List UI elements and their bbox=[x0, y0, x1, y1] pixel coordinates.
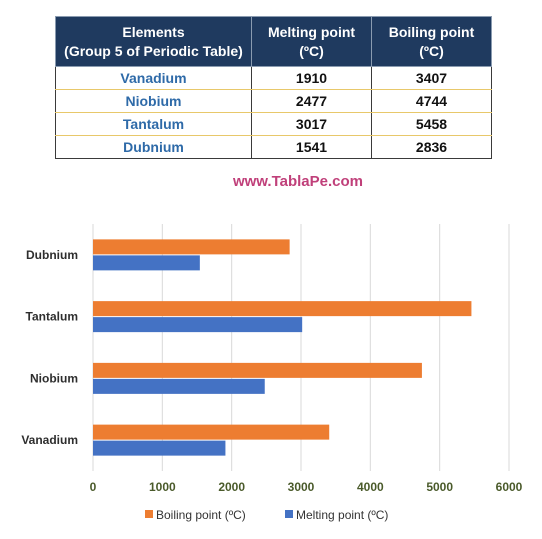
header-elements-line1: Elements bbox=[58, 23, 249, 42]
x-tick-label: 1000 bbox=[149, 480, 176, 494]
header-boiling-point: Boiling point (ºC) bbox=[372, 17, 492, 67]
header-elements-line2: (Group 5 of Periodic Table) bbox=[58, 42, 249, 61]
table-header-row: Elements (Group 5 of Periodic Table) Mel… bbox=[56, 17, 492, 67]
table-row: Vanadium 1910 3407 bbox=[56, 67, 492, 90]
bar-melting bbox=[93, 441, 225, 456]
bar-boiling bbox=[93, 425, 329, 440]
bar-boiling bbox=[93, 301, 471, 316]
bar-boiling bbox=[93, 239, 290, 254]
bar-melting bbox=[93, 317, 302, 332]
cell-boiling: 2836 bbox=[372, 136, 492, 159]
table-row: Dubnium 1541 2836 bbox=[56, 136, 492, 159]
watermark-text: www.TablaPe.com bbox=[0, 173, 542, 190]
header-boiling-line1: Boiling point bbox=[374, 23, 489, 42]
cell-boiling: 5458 bbox=[372, 113, 492, 136]
x-tick-label: 3000 bbox=[288, 480, 315, 494]
bar-boiling bbox=[93, 363, 422, 378]
x-tick-label: 2000 bbox=[218, 480, 245, 494]
category-label: Niobium bbox=[30, 371, 78, 385]
header-boiling-line2: (ºC) bbox=[374, 42, 489, 61]
bar-chart: 0 1000 2000 3000 4000 5000 6000 Vanadium Niobium… bbox=[0, 200, 542, 539]
x-tick-label: 4000 bbox=[357, 480, 384, 494]
x-tick-label: 5000 bbox=[426, 480, 453, 494]
cell-element: Tantalum bbox=[56, 113, 252, 136]
legend-label: Melting point (ºC) bbox=[296, 508, 388, 522]
header-elements: Elements (Group 5 of Periodic Table) bbox=[56, 17, 252, 67]
legend-swatch bbox=[145, 510, 153, 518]
cell-boiling: 3407 bbox=[372, 67, 492, 90]
cell-element: Niobium bbox=[56, 90, 252, 113]
cell-melting: 2477 bbox=[252, 90, 372, 113]
cell-melting: 3017 bbox=[252, 113, 372, 136]
cell-element: Dubnium bbox=[56, 136, 252, 159]
x-tick-label: 6000 bbox=[496, 480, 523, 494]
cell-melting: 1910 bbox=[252, 67, 372, 90]
cell-boiling: 4744 bbox=[372, 90, 492, 113]
x-tick-label: 0 bbox=[90, 480, 97, 494]
category-label: Dubnium bbox=[26, 248, 78, 262]
header-melting-point: Melting point (ºC) bbox=[252, 17, 372, 67]
header-melting-line2: (ºC) bbox=[254, 42, 369, 61]
legend-swatch bbox=[285, 510, 293, 518]
category-label: Tantalum bbox=[26, 310, 78, 324]
header-melting-line1: Melting point bbox=[254, 23, 369, 42]
elements-table: Elements (Group 5 of Periodic Table) Mel… bbox=[55, 16, 492, 159]
table-row: Niobium 2477 4744 bbox=[56, 90, 492, 113]
bar-melting bbox=[93, 255, 200, 270]
bar-melting bbox=[93, 379, 265, 394]
category-label: Vanadium bbox=[21, 433, 78, 447]
table-row: Tantalum 3017 5458 bbox=[56, 113, 492, 136]
cell-element: Vanadium bbox=[56, 67, 252, 90]
legend-label: Boiling point (ºC) bbox=[156, 508, 246, 522]
cell-melting: 1541 bbox=[252, 136, 372, 159]
